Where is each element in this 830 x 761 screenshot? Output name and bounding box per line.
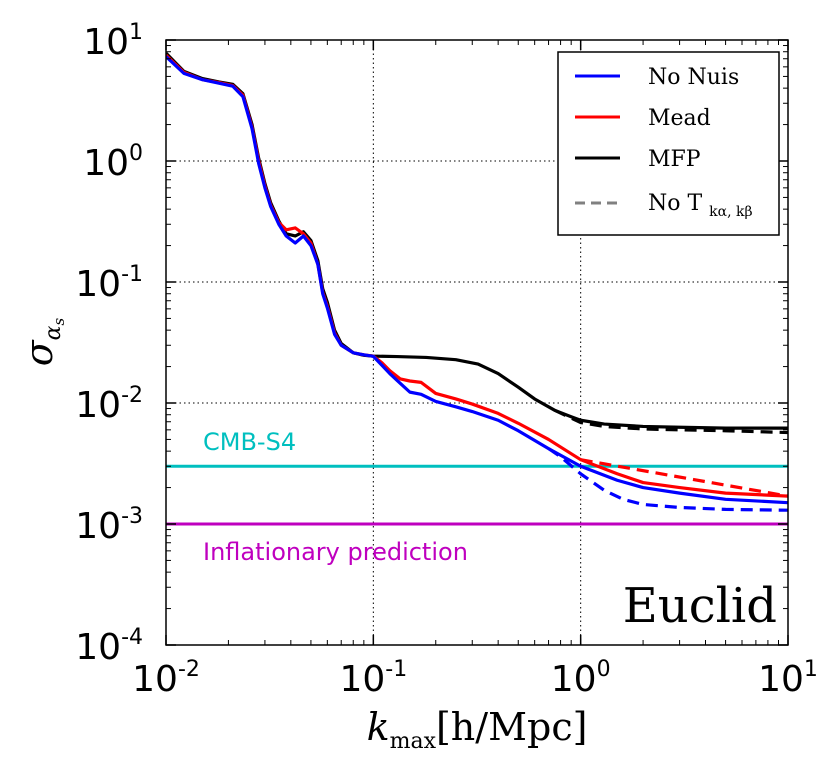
legend-label-mead: Mead (648, 106, 711, 131)
inflationary-prediction-label: Inflationary prediction (203, 538, 468, 566)
legend-label-no-nuis: No Nuis (648, 65, 739, 90)
x-tick-label: 10-2 (132, 657, 200, 700)
x-tick-label: 100 (551, 657, 611, 700)
tick-labels: 10-2 10-1 100 101 101 100 10-1 10-2 10-3 10-4 (75, 20, 818, 700)
legend-label-no-t: No T kα, kβ (648, 191, 753, 220)
y-tick-label: 101 (83, 20, 143, 63)
ticks (165, 39, 789, 646)
y-axis-label-sub: α (41, 325, 66, 340)
legend-label-mfp: MFP (648, 147, 701, 172)
x-tick-label: 10-1 (339, 657, 407, 700)
series-mfp-no-t (554, 408, 788, 435)
y-axis-label-subsub: s (50, 317, 68, 325)
y-tick-label: 10-4 (75, 625, 143, 668)
y-axis-label: σαs (17, 317, 68, 366)
x-axis-label: kmax[h/Mpc] (367, 705, 588, 754)
series-no-nuis-no-t (547, 447, 788, 512)
y-tick-label: 10-2 (75, 383, 143, 426)
y-tick-label: 10-3 (75, 504, 143, 547)
legend-label-no-t-main: No T (648, 191, 702, 216)
y-tick-label: 100 (83, 141, 143, 184)
series-lines (166, 51, 788, 512)
plot-frame (165, 39, 789, 646)
legend-box (557, 51, 780, 236)
survey-label: Euclid (623, 578, 777, 634)
y-tick-label: 10-1 (75, 262, 143, 305)
x-axis-label-sub: max (390, 729, 437, 754)
y-axis-label-main: σ (17, 339, 61, 366)
series-no-nuis (166, 55, 788, 505)
cmb-s4-label: CMB-S4 (203, 428, 296, 456)
legend: No Nuis Mead MFP No T kα, kβ (557, 51, 780, 236)
legend-label-no-t-sub: kα, kβ (709, 204, 752, 220)
x-axis-label-main: k (367, 705, 390, 749)
reference-lines (166, 464, 788, 526)
x-tick-label: 101 (758, 657, 818, 700)
x-axis-label-units: [h/Mpc] (436, 705, 587, 749)
series-mead-no-t (580, 458, 788, 498)
